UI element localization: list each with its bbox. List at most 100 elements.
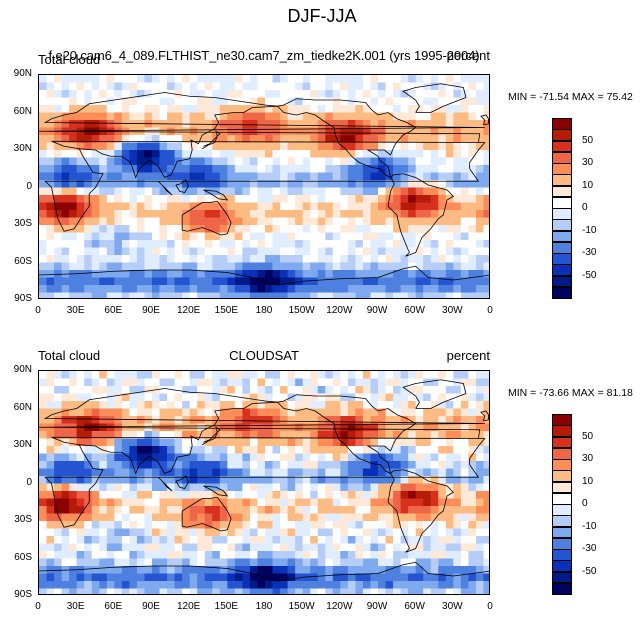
field-cell <box>106 142 115 151</box>
field-cell <box>438 285 447 293</box>
field-cell <box>242 551 251 559</box>
field-cell <box>438 270 447 278</box>
field-cell <box>129 187 138 196</box>
field-cell <box>152 558 160 567</box>
field-cell <box>152 157 160 166</box>
field-cell <box>144 187 153 196</box>
field-cell <box>385 416 394 424</box>
field-cell <box>468 202 477 211</box>
field-cell <box>317 446 326 454</box>
field-cell <box>385 453 394 462</box>
field-cell <box>212 461 221 469</box>
field-cell <box>475 225 484 233</box>
field-cell <box>212 408 221 417</box>
field-cell <box>76 172 85 181</box>
field-cell <box>212 498 221 507</box>
field-cell <box>39 513 47 522</box>
field-cell <box>415 75 424 83</box>
field-cell <box>144 225 153 233</box>
field-cell <box>197 82 206 91</box>
field-cell <box>483 240 489 248</box>
field-cell <box>227 225 236 233</box>
field-cell <box>370 408 379 417</box>
field-cell <box>460 247 469 256</box>
field-cell <box>114 498 123 507</box>
field-cell <box>362 285 371 293</box>
field-cell <box>317 513 326 522</box>
field-cell <box>317 247 326 256</box>
field-cell <box>159 195 168 203</box>
field-cell <box>393 165 401 173</box>
field-cell <box>370 165 379 173</box>
field-cell <box>99 536 108 544</box>
field-cell <box>370 180 379 188</box>
field-cell <box>227 393 236 402</box>
field-cell <box>136 371 145 379</box>
field-cell <box>99 120 108 128</box>
field-cell <box>182 461 191 469</box>
field-cell <box>340 112 349 121</box>
field-cell <box>310 378 319 387</box>
field-cell <box>445 165 454 173</box>
field-cell <box>167 506 175 514</box>
field-cell <box>302 195 311 203</box>
field-cell <box>129 491 138 499</box>
field-cell <box>114 202 123 211</box>
field-cell <box>340 135 349 143</box>
field-cell <box>76 468 85 477</box>
colorbar-swatch <box>552 515 572 527</box>
field-cell <box>483 210 489 218</box>
field-cell <box>393 521 401 529</box>
field-cell <box>430 558 439 567</box>
field-cell <box>287 386 296 394</box>
field-cell <box>340 581 349 589</box>
field-cell <box>347 135 356 143</box>
field-cell <box>91 165 100 173</box>
field-cell <box>234 172 243 181</box>
field-cell <box>265 423 273 432</box>
field-cell <box>287 195 296 203</box>
field-cell <box>280 416 288 424</box>
field-cell <box>189 180 198 188</box>
field-cell <box>332 277 341 286</box>
field-cell <box>159 491 168 499</box>
field-cell <box>378 408 386 417</box>
field-cell <box>393 393 401 402</box>
field-cell <box>483 468 489 477</box>
field-cell <box>76 491 85 499</box>
field-cell <box>234 438 243 447</box>
field-cell <box>159 506 168 514</box>
field-cell <box>197 187 206 196</box>
field-cell <box>69 393 78 402</box>
field-cell <box>272 528 281 537</box>
field-cell <box>415 401 424 409</box>
field-cell <box>310 551 319 559</box>
field-cell <box>76 528 85 537</box>
field-cell <box>460 285 469 293</box>
field-cell <box>362 255 371 263</box>
field-cell <box>144 536 153 544</box>
field-cell <box>280 225 288 233</box>
field-cell <box>415 581 424 589</box>
field-cell <box>257 393 266 402</box>
field-cell <box>182 247 191 256</box>
field-cell <box>219 573 228 582</box>
field-cell <box>362 97 371 106</box>
field-cell <box>91 401 100 409</box>
field-cell <box>265 172 273 181</box>
colorbar-swatch <box>552 140 572 153</box>
field-cell <box>468 187 477 196</box>
field-cell <box>445 393 454 402</box>
field-cell <box>475 581 484 589</box>
field-cell <box>114 187 123 196</box>
field-cell <box>423 581 432 589</box>
field-cell <box>332 120 341 128</box>
field-cell <box>69 247 78 256</box>
field-cell <box>460 491 469 499</box>
field-cell <box>99 386 108 394</box>
field-cell <box>227 438 236 447</box>
field-cell <box>355 127 364 136</box>
field-cell <box>347 573 356 582</box>
field-cell <box>167 97 175 106</box>
field-cell <box>355 157 364 166</box>
